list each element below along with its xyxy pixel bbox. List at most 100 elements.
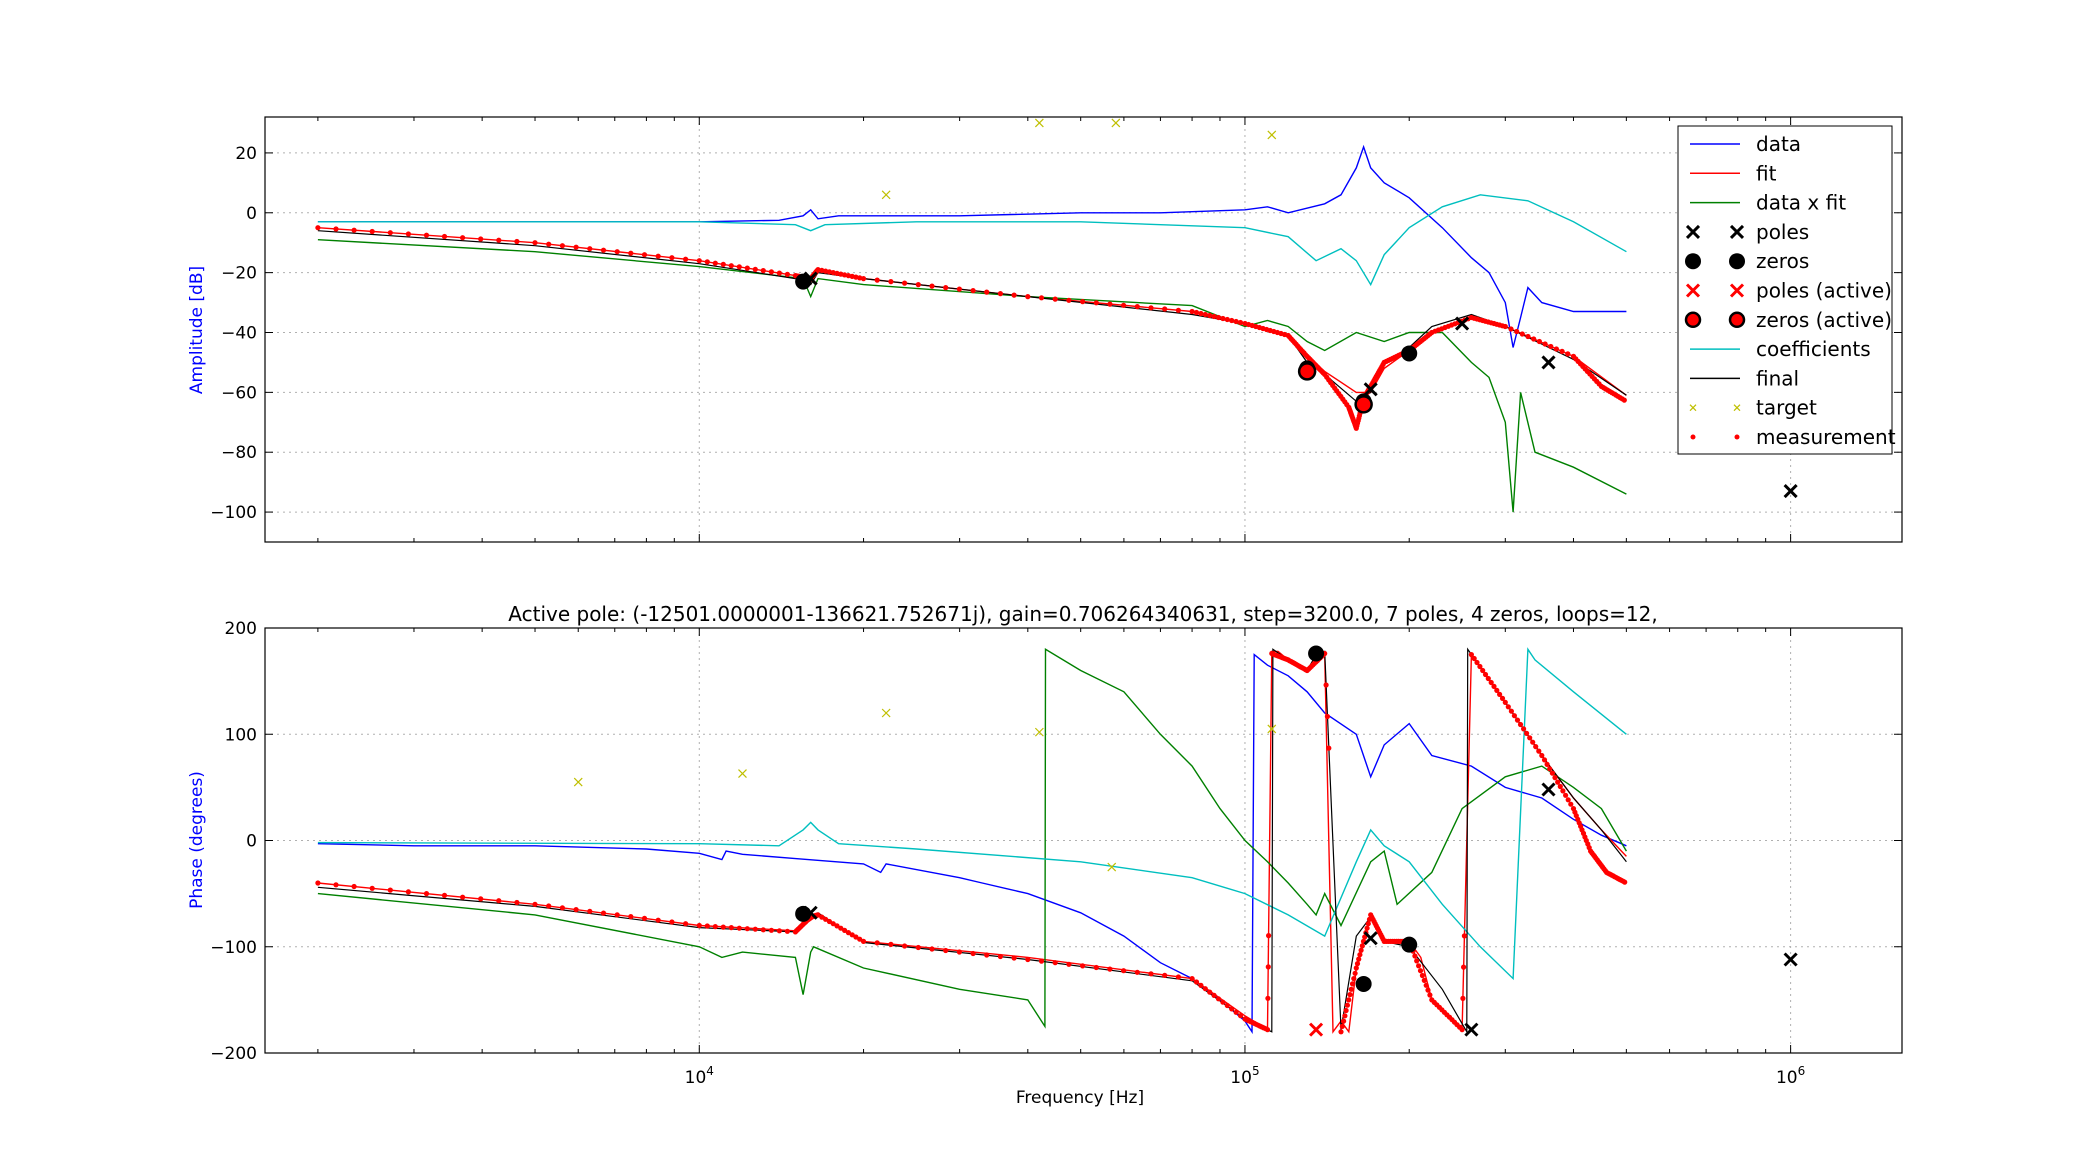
measurement-point	[768, 927, 775, 933]
measurement-point	[1193, 309, 1200, 316]
legend-label: zeros (active)	[1756, 308, 1892, 332]
measurement-point	[333, 226, 339, 232]
phase-panel: 200 100 0 −100 −200 104 105 106 Active pole: (…	[187, 602, 1903, 1108]
measurement-point	[1189, 976, 1195, 982]
measurement-point	[1514, 717, 1521, 723]
active-pole-marker	[1309, 1022, 1324, 1037]
measurement-point	[1502, 323, 1508, 330]
measurement-point	[874, 277, 880, 283]
measurement-point	[902, 943, 908, 949]
measurement-point	[1477, 663, 1483, 670]
measurement-point	[902, 280, 908, 286]
measurement-point	[1339, 1023, 1345, 1029]
measurement-point	[478, 236, 484, 242]
measurement-point	[888, 279, 894, 285]
measurement-point	[815, 912, 821, 918]
legend-item: fit	[1690, 161, 1777, 185]
measurement-point	[1488, 679, 1494, 686]
measurement-point	[1359, 943, 1365, 949]
measurement-point	[915, 944, 921, 951]
measurement-point	[1266, 933, 1272, 939]
measurement-point	[1080, 963, 1086, 969]
measurement-point	[1025, 294, 1031, 300]
measurement-point	[1530, 739, 1536, 745]
zero-marker	[1401, 345, 1418, 362]
measurement-point	[1215, 314, 1222, 321]
measurement-point	[614, 249, 620, 255]
measurement-point	[728, 263, 734, 269]
measurement-point	[1323, 682, 1329, 688]
amplitude-y-axis-label: Amplitude [dB]	[187, 266, 207, 394]
measurement-point	[1527, 735, 1533, 741]
legend-item: poles (active)	[1685, 279, 1892, 303]
measurement-point	[1471, 655, 1477, 662]
measurement-point	[1326, 745, 1332, 751]
x-tick-label: 105	[1230, 1064, 1259, 1088]
measurement-point	[559, 243, 566, 249]
target-marker	[881, 190, 891, 200]
pole-marker	[1541, 782, 1556, 797]
measurement-point	[1521, 726, 1527, 732]
legend-label: coefficients	[1756, 337, 1871, 361]
measurement-point	[819, 914, 825, 920]
measurement-point	[614, 912, 620, 918]
measurement-point	[1121, 302, 1127, 308]
measurement-point	[600, 247, 607, 253]
measurement-point	[845, 930, 852, 936]
measurement-point	[1107, 966, 1113, 972]
measurement-point	[1198, 982, 1204, 989]
measurement-point	[1207, 312, 1213, 319]
measurement-point	[696, 922, 702, 929]
measurement-point	[1549, 770, 1555, 776]
measurement-point	[669, 255, 675, 261]
measurement-point	[1497, 691, 1503, 698]
legend-label: target	[1756, 396, 1817, 420]
measurement-point	[853, 934, 859, 940]
pole-marker	[1363, 931, 1378, 946]
measurement-point	[1148, 971, 1154, 977]
measurement-point	[1559, 348, 1565, 354]
measurement-point	[888, 941, 894, 948]
measurement-point	[1324, 713, 1330, 720]
measurement-point	[1362, 934, 1368, 940]
target-marker	[573, 777, 583, 787]
measurement-point	[496, 898, 502, 904]
measurement-point	[984, 952, 990, 958]
measurement-point	[423, 891, 430, 897]
measurement-point	[587, 908, 593, 914]
target-marker	[1267, 130, 1277, 140]
measurement-point	[628, 914, 634, 920]
measurement-point	[1134, 969, 1140, 975]
measurement-point	[1547, 766, 1553, 772]
measurement-point	[1485, 675, 1491, 682]
measurement-point	[573, 907, 579, 913]
series-line-coefficients	[317, 194, 1627, 287]
measurement-point	[1038, 958, 1045, 964]
legend: data fit data x fit poles zeros poles (active…	[1677, 125, 1896, 455]
measurement-point	[1193, 979, 1200, 985]
pole-marker	[803, 271, 818, 286]
legend-label: poles	[1756, 220, 1809, 244]
series-line-data-x-fit	[317, 648, 1628, 1029]
measurement-point	[1080, 299, 1086, 305]
target-marker	[738, 769, 747, 778]
measurement-point	[683, 256, 689, 262]
measurement-point	[1357, 952, 1363, 958]
measurement-point	[1148, 305, 1154, 311]
y-tick-label: 0	[246, 832, 257, 852]
series-line-data	[317, 144, 1627, 348]
measurement-point	[369, 885, 375, 891]
measurement-point	[1491, 683, 1497, 690]
legend-label: data x fit	[1756, 191, 1846, 215]
measurement-point	[784, 271, 791, 277]
measurement-point	[1536, 748, 1542, 754]
pole-marker	[1464, 1022, 1479, 1037]
measurement-point	[984, 289, 990, 295]
measurement-point	[641, 252, 648, 258]
measurement-point	[997, 291, 1004, 297]
measurement-point	[1175, 974, 1181, 980]
measurement-point	[655, 917, 661, 923]
target-marker	[1267, 724, 1277, 734]
measurement-point	[559, 905, 566, 911]
